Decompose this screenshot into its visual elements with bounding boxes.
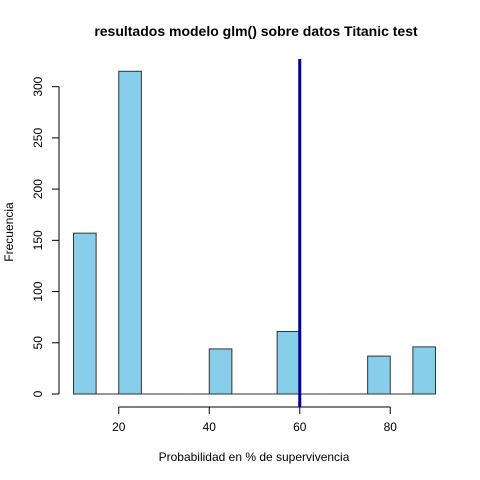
- histogram-bar: [74, 233, 97, 394]
- x-tick-label: 80: [384, 420, 398, 434]
- y-axis-label: Frecuencia: [2, 202, 16, 262]
- y-tick-label: 50: [31, 336, 45, 350]
- y-tick-label: 0: [31, 390, 45, 397]
- x-tick-label: 60: [293, 420, 307, 434]
- chart-title: resultados modelo glm() sobre datos Tita…: [94, 23, 418, 39]
- x-tick-label: 20: [112, 420, 126, 434]
- histogram-bar: [368, 356, 391, 394]
- histogram-bars: [74, 71, 436, 394]
- histogram-bar: [277, 332, 300, 394]
- histogram-bar: [413, 347, 436, 394]
- y-axis: 0 50 100 150 200 250 300: [31, 76, 59, 397]
- x-axis-label: Probabilidad en % de supervivencia: [159, 450, 350, 464]
- x-axis: 20 40 60 80: [112, 407, 397, 434]
- histogram-bar: [119, 71, 142, 394]
- y-tick-label: 300: [31, 76, 45, 96]
- y-tick-label: 150: [31, 230, 45, 250]
- x-tick-label: 40: [203, 420, 217, 434]
- y-tick-label: 250: [31, 128, 45, 148]
- histogram-bar: [209, 349, 232, 394]
- y-tick-label: 100: [31, 281, 45, 301]
- y-tick-label: 200: [31, 179, 45, 199]
